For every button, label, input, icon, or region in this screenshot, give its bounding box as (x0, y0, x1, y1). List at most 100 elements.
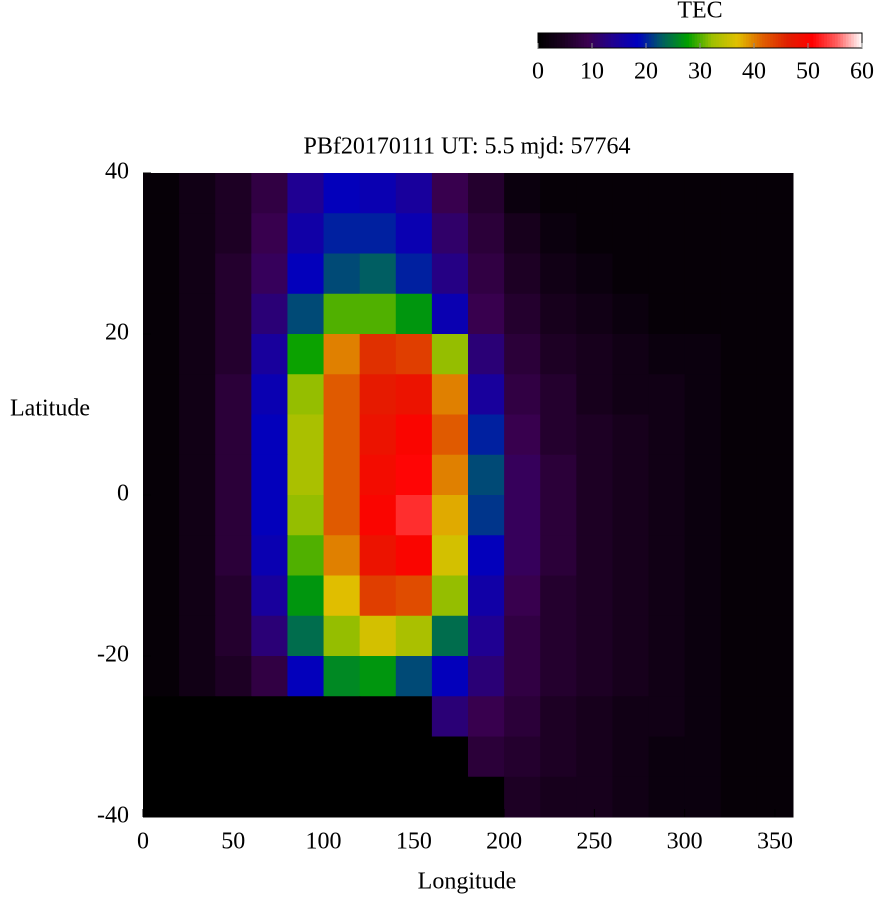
heat-cell (323, 213, 361, 254)
heat-cell (431, 334, 469, 375)
colorbar-segment (826, 33, 831, 48)
heat-cell (468, 454, 505, 496)
colorbar-segment (670, 33, 674, 48)
heat-cell (431, 535, 469, 576)
colorbar-segment (605, 33, 609, 48)
colorbar-segment (643, 33, 647, 48)
heat-cell (648, 173, 686, 214)
heat-cell (431, 414, 469, 456)
heat-cell (576, 535, 613, 576)
heat-cell (359, 253, 397, 295)
heat-cell (756, 696, 794, 737)
heat-cell (504, 253, 541, 295)
colorbar-segment (729, 33, 733, 48)
heat-cell (287, 776, 325, 818)
colorbar-segment (586, 33, 590, 48)
heat-cell (395, 615, 433, 657)
heat-cell (648, 575, 686, 617)
heat-cell (431, 213, 469, 254)
heat-cell (431, 253, 469, 295)
heat-cell (215, 696, 252, 737)
heat-cell (468, 334, 505, 375)
x-tick-label: 300 (667, 829, 703, 855)
heat-cell (323, 334, 361, 375)
heat-cell (540, 213, 577, 254)
heat-cell (287, 454, 325, 496)
heat-cell (287, 575, 325, 617)
heat-cell (359, 293, 397, 335)
colorbar-segment (759, 33, 763, 48)
heat-cell (251, 776, 288, 818)
colorbar-segment (848, 33, 852, 48)
heat-cell (287, 293, 325, 335)
heat-cell (359, 776, 397, 818)
heat-cell (215, 334, 252, 375)
heat-cell (684, 253, 722, 295)
colorbar-segment (664, 33, 669, 48)
colorbar-segment (737, 33, 741, 48)
heat-cell (540, 776, 577, 818)
heat-cell (431, 575, 469, 617)
heat-cell (395, 334, 433, 375)
heat-cell (576, 615, 613, 657)
colorbar-segment (767, 33, 771, 48)
heat-cell (504, 293, 541, 335)
heat-cell (756, 414, 794, 456)
heat-cell (612, 293, 650, 335)
heat-cell (179, 173, 216, 214)
heat-cell (431, 173, 469, 214)
heat-cell (720, 454, 758, 496)
colorbar-segment (570, 33, 574, 48)
heat-cell (576, 334, 613, 375)
colorbar-segment (681, 33, 685, 48)
colorbar-segment (678, 33, 682, 48)
heat-cell (323, 615, 361, 657)
colorbar-segment (816, 33, 820, 48)
heat-cell (756, 736, 794, 778)
heat-cell (251, 495, 288, 536)
colorbar-segment (748, 33, 752, 48)
colorbar-segment (578, 33, 582, 48)
heat-cell (359, 334, 397, 375)
colorbar-segment (770, 33, 774, 48)
heat-cell (323, 736, 361, 778)
heat-cell (287, 495, 325, 536)
heat-cell (215, 454, 252, 496)
heat-cell (215, 656, 252, 697)
colorbar-segment (600, 33, 604, 48)
heat-cell (287, 334, 325, 375)
colorbar-tick-label: 30 (688, 59, 712, 85)
colorbar-segment (745, 33, 750, 48)
heat-cell (540, 696, 577, 737)
heat-cell (720, 535, 758, 576)
heat-cell (395, 656, 433, 697)
colorbar-segment (592, 33, 596, 48)
colorbar-segment (705, 33, 709, 48)
colorbar-segment (632, 33, 636, 48)
heat-cell (540, 535, 577, 576)
heat-cell (468, 253, 505, 295)
colorbar-segment (575, 33, 579, 48)
heat-cell (395, 736, 433, 778)
colorbar-tick-label: 60 (850, 59, 874, 85)
colorbar-tick-label: 0 (532, 59, 544, 85)
heat-cell (179, 213, 216, 254)
heat-cell (395, 696, 433, 737)
heat-cell (504, 213, 541, 254)
heat-cell (431, 736, 469, 778)
colorbar-segment (718, 33, 723, 48)
colorbar-segment (559, 33, 563, 48)
colorbar-segment (832, 33, 836, 48)
colorbar-segment (646, 33, 650, 48)
colorbar-segment (556, 33, 561, 48)
heat-cell (576, 454, 613, 496)
heat-cell (395, 374, 433, 415)
heat-cell (756, 253, 794, 295)
colorbar-segment (691, 33, 696, 48)
heat-cell (504, 334, 541, 375)
heat-cell (684, 293, 722, 335)
colorbar-segment (824, 33, 828, 48)
heat-cell (179, 696, 216, 737)
colorbar-segment (573, 33, 577, 48)
